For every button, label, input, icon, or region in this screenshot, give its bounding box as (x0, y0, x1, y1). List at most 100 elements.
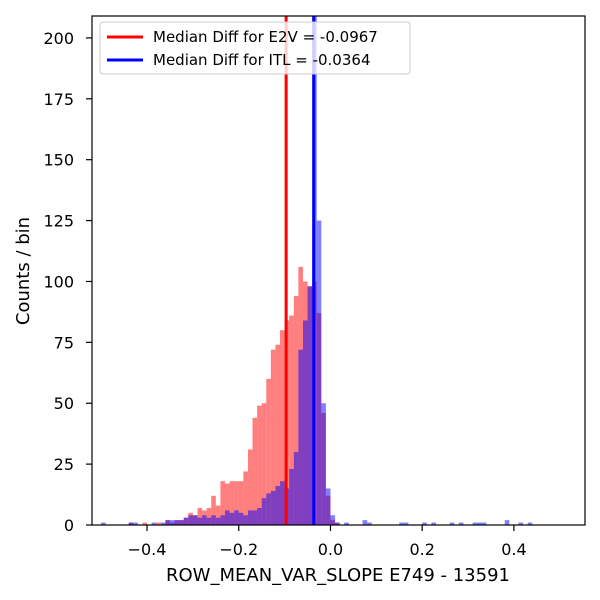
bar-itl-38 (316, 220, 322, 525)
bar-itl-56 (518, 522, 524, 525)
plot-frame (91, 15, 586, 526)
bar-e2v-30 (289, 315, 294, 525)
legend-box (99, 21, 411, 75)
bar-itl-22 (243, 515, 248, 525)
bar-itl-9 (183, 517, 189, 525)
bar-itl-36 (307, 286, 313, 525)
bar-e2v-21 (247, 449, 253, 525)
x-tick-label-0: −0.4 (128, 540, 167, 559)
bar-itl-35 (302, 320, 308, 525)
y-axis-title: Counts / bin (13, 217, 34, 325)
bar-e2v-25 (266, 378, 271, 525)
bar-itl-34 (298, 349, 303, 525)
legend-label-e2v: Median Diff for E2V = -0.0967 (153, 28, 378, 46)
bar-itl-17 (220, 515, 225, 525)
bar-e2v-15 (220, 481, 225, 525)
bar-itl-42 (335, 522, 340, 525)
bar-itl-46 (399, 522, 404, 525)
x-tick-label-4: 0.4 (501, 540, 526, 559)
bar-itl-12 (197, 517, 203, 525)
bar-e2v-28 (280, 330, 285, 525)
bar-itl-41 (330, 515, 336, 525)
bar-e2v-10 (197, 507, 203, 525)
x-tick-label-2: 0.0 (318, 540, 343, 559)
y-tick-label-7: 175 (43, 90, 74, 109)
bar-e2v-19 (238, 481, 244, 525)
bar-itl-32 (289, 468, 294, 525)
bar-itl-13 (202, 515, 207, 525)
bar-itl-48 (422, 522, 427, 525)
bar-itl-40 (325, 488, 331, 525)
bar-itl-19 (229, 512, 235, 525)
bar-e2v-23 (257, 405, 262, 525)
y-tick-label-4: 100 (43, 272, 74, 291)
bar-itl-43 (344, 522, 349, 525)
bar-itl-25 (257, 507, 262, 525)
bar-e2v-22 (252, 417, 258, 525)
bar-itl-55 (504, 520, 510, 525)
y-tick-label-0: 0 (64, 516, 74, 535)
legend-label-itl: Median Diff for ITL = -0.0364 (153, 51, 371, 69)
bar-itl-39 (321, 403, 326, 525)
x-tick-label-1: −0.2 (219, 540, 258, 559)
bar-itl-3 (151, 522, 157, 525)
bar-itl-27 (266, 493, 271, 525)
bar-itl-51 (458, 522, 464, 525)
bar-itl-23 (247, 510, 253, 525)
bar-itl-15 (211, 515, 216, 525)
bar-e2v-26 (270, 349, 276, 525)
bar-itl-20 (234, 510, 239, 525)
bar-itl-53 (477, 522, 482, 525)
bar-e2v-24 (261, 403, 267, 525)
bar-e2v-27 (275, 344, 281, 525)
median-lines (284, 16, 316, 525)
bar-e2v-14 (215, 505, 221, 525)
bar-itl-6 (169, 520, 175, 525)
y-axis-ticks: 0 25 50 75 100 125 150 175 200 (43, 29, 92, 535)
bar-itl-26 (261, 498, 267, 525)
bar-itl-50 (449, 522, 455, 525)
bar-itl-49 (431, 522, 436, 525)
x-tick-label-3: 0.2 (409, 540, 434, 559)
y-tick-label-1: 25 (54, 455, 74, 474)
legend: Median Diff for E2V = -0.0967 Median Dif… (99, 21, 411, 75)
y-tick-label-5: 125 (43, 212, 74, 231)
y-tick-label-8: 200 (43, 29, 74, 48)
y-tick-label-2: 50 (54, 394, 74, 413)
bar-itl-11 (192, 515, 198, 525)
bar-itl-2 (133, 522, 138, 525)
bar-e2v-18 (234, 481, 239, 525)
bar-itl-54 (481, 522, 487, 525)
bar-itl-1 (128, 522, 134, 525)
bar-itl-45 (367, 522, 372, 525)
bar-e2v-12 (206, 507, 212, 525)
bar-e2v-20 (243, 471, 248, 525)
bar-e2v-13 (211, 495, 216, 525)
bar-itl-0 (101, 522, 106, 525)
bar-itl-18 (225, 510, 230, 525)
bar-itl-30 (280, 481, 285, 525)
bar-itl-4 (160, 522, 166, 525)
bar-itl-24 (252, 510, 258, 525)
bar-itl-47 (403, 522, 409, 525)
bar-e2v-16 (225, 483, 230, 525)
bar-itl-52 (472, 522, 478, 525)
bar-e2v-31 (293, 296, 299, 525)
bar-itl-57 (527, 522, 533, 525)
bar-itl-33 (293, 451, 299, 525)
x-axis-ticks: −0.4 −0.2 0.0 0.2 0.4 (128, 525, 527, 559)
bar-itl-14 (206, 517, 212, 525)
x-axis-title: ROW_MEAN_VAR_SLOPE E749 - 13591 (166, 565, 510, 586)
bar-itl-29 (275, 486, 281, 525)
bar-itl-5 (165, 520, 170, 525)
y-tick-label-3: 75 (54, 333, 74, 352)
bar-e2v-2 (156, 522, 161, 525)
bar-itl-7 (174, 520, 180, 525)
bar-itl-44 (362, 520, 368, 525)
bar-itl-16 (215, 517, 221, 525)
bar-itl-8 (179, 520, 184, 525)
bar-itl-21 (238, 512, 244, 525)
y-tick-label-6: 150 (43, 151, 74, 170)
bar-itl-10 (188, 515, 193, 525)
